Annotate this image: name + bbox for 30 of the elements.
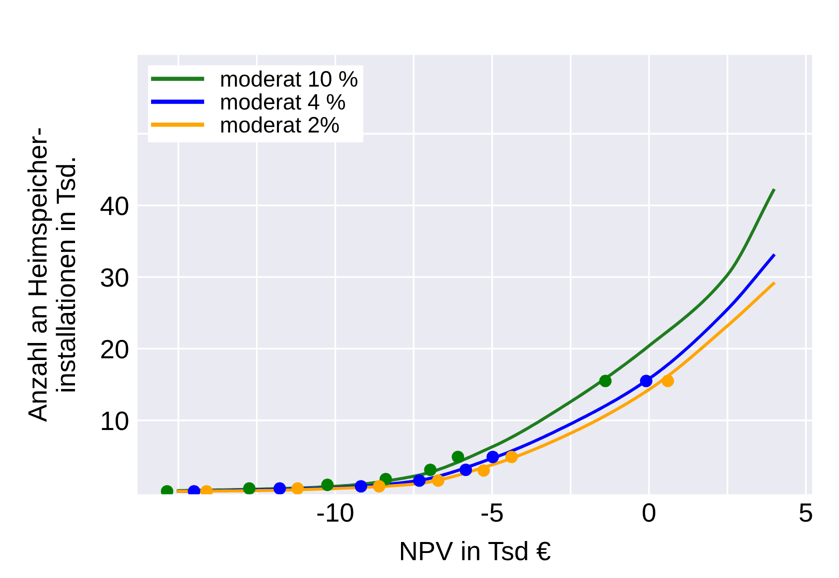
x-tick-label: -5 <box>482 503 503 522</box>
point <box>372 480 386 493</box>
y-tick-label: 20 <box>101 340 128 359</box>
point <box>413 474 426 487</box>
y-tick-label: 10 <box>102 412 128 430</box>
point <box>432 474 444 487</box>
point <box>424 464 437 476</box>
point <box>243 482 256 494</box>
point <box>321 478 334 492</box>
x-tick-label: 0 <box>642 503 656 522</box>
point <box>662 374 674 388</box>
y-axis-title: Anzahl an Heimspeicher- installationen in Tsd. <box>27 128 76 422</box>
point <box>599 374 612 388</box>
x-axis-title: NPV in Tsd € <box>401 541 551 560</box>
point <box>452 450 464 464</box>
x-tick-label: -10 <box>317 503 354 522</box>
y-tick-label: 30 <box>100 268 128 287</box>
point <box>274 482 286 494</box>
y-tick-label: 40 <box>100 196 128 216</box>
legend-label: moderat 2% <box>221 116 339 133</box>
point <box>640 374 652 388</box>
point <box>505 450 518 464</box>
legend-label: moderat 4 % <box>221 93 346 110</box>
point <box>460 464 472 476</box>
point <box>486 450 499 464</box>
point <box>291 482 304 494</box>
point <box>354 480 368 493</box>
x-tick-label: 5 <box>800 503 812 522</box>
point <box>477 464 490 477</box>
legend-label: moderat 10 % <box>221 70 358 87</box>
